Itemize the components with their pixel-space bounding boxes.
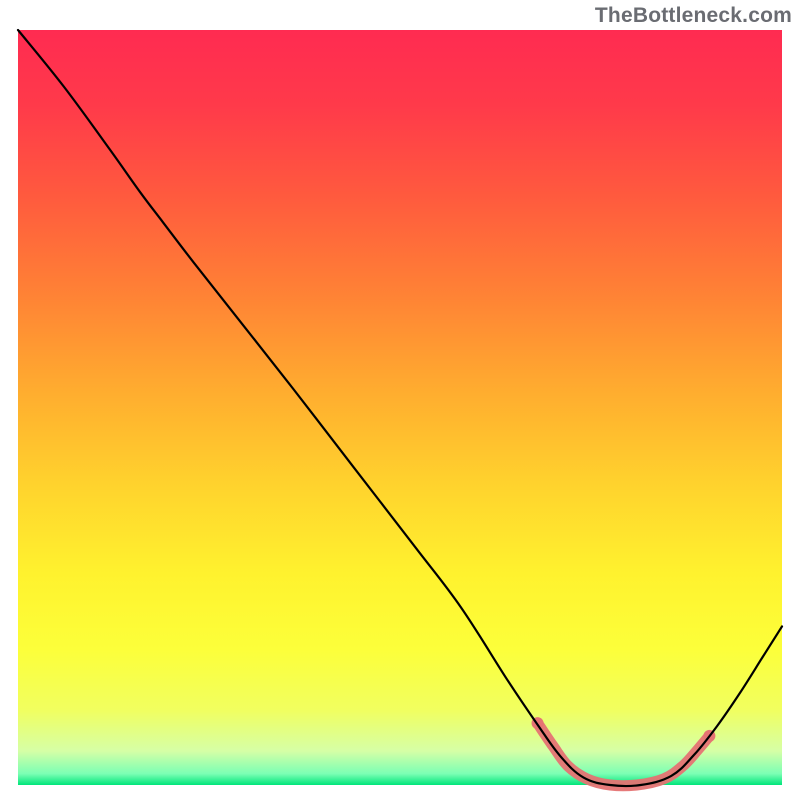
chart-container: TheBottleneck.com [0, 0, 800, 800]
plot-background [18, 30, 782, 785]
watermark-text: TheBottleneck.com [595, 4, 792, 28]
bottleneck-chart [0, 0, 800, 800]
